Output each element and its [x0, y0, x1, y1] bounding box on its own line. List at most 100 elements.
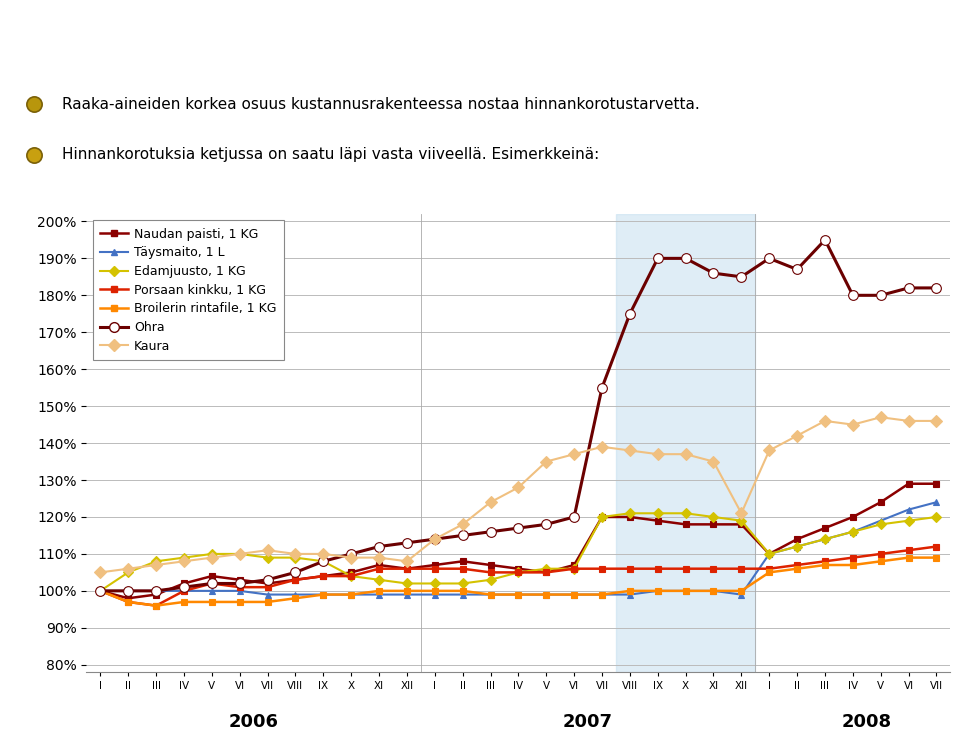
Edamjuusto, 1 KG — [457, 579, 468, 588]
Täysmaito, 1 L — [847, 527, 858, 536]
Porsaan kinkku, 1 KG — [485, 568, 496, 577]
Kaura — [290, 550, 301, 559]
Kaura — [346, 553, 357, 562]
Broilerin rintafile, 1 KG — [624, 587, 636, 596]
Text: 2008: 2008 — [842, 713, 892, 731]
Kaura — [568, 450, 580, 459]
Ohra — [290, 568, 301, 577]
Naudan paisti, 1 KG — [429, 560, 441, 569]
Edamjuusto, 1 KG — [568, 564, 580, 573]
Täysmaito, 1 L — [401, 590, 413, 599]
Text: Hinnankorotuksia ketjussa on saatu läpi vasta viiveellä. Esimerkkeinä:: Hinnankorotuksia ketjussa on saatu läpi … — [62, 147, 600, 162]
Ohra — [708, 269, 719, 278]
Ohra — [234, 579, 246, 588]
Täysmaito, 1 L — [819, 535, 830, 544]
Porsaan kinkku, 1 KG — [179, 587, 190, 596]
Text: Hintojen kehitys: Hintojen kehitys — [288, 19, 672, 60]
Edamjuusto, 1 KG — [401, 579, 413, 588]
Ohra — [262, 575, 274, 584]
Text: 2006: 2006 — [228, 713, 278, 731]
Kaura — [708, 457, 719, 466]
Line: Kaura: Kaura — [96, 413, 941, 577]
Täysmaito, 1 L — [346, 590, 357, 599]
Line: Ohra: Ohra — [95, 235, 942, 596]
Broilerin rintafile, 1 KG — [346, 590, 357, 599]
Täysmaito, 1 L — [930, 498, 942, 507]
Edamjuusto, 1 KG — [624, 508, 636, 517]
Porsaan kinkku, 1 KG — [624, 564, 636, 573]
Text: Raaka-aineiden korkea osuus kustannusrakenteessa nostaa hinnankorotustarvetta.: Raaka-aineiden korkea osuus kustannusrak… — [62, 97, 700, 112]
Line: Täysmaito, 1 L: Täysmaito, 1 L — [97, 499, 940, 598]
Täysmaito, 1 L — [206, 587, 218, 596]
Ohra — [902, 283, 914, 292]
Edamjuusto, 1 KG — [819, 535, 830, 544]
Edamjuusto, 1 KG — [652, 508, 663, 517]
Broilerin rintafile, 1 KG — [179, 598, 190, 607]
Broilerin rintafile, 1 KG — [680, 587, 691, 596]
Täysmaito, 1 L — [290, 590, 301, 599]
Täysmaito, 1 L — [902, 505, 914, 514]
Kaura — [875, 413, 886, 422]
Täysmaito, 1 L — [875, 516, 886, 525]
Naudan paisti, 1 KG — [485, 560, 496, 569]
Täysmaito, 1 L — [763, 550, 775, 559]
Naudan paisti, 1 KG — [457, 556, 468, 566]
Porsaan kinkku, 1 KG — [819, 556, 830, 566]
Line: Naudan paisti, 1 KG: Naudan paisti, 1 KG — [97, 480, 940, 602]
Text: 2007: 2007 — [564, 713, 613, 731]
Porsaan kinkku, 1 KG — [206, 579, 218, 588]
Naudan paisti, 1 KG — [290, 575, 301, 584]
Edamjuusto, 1 KG — [290, 553, 301, 562]
Kaura — [513, 483, 524, 492]
Naudan paisti, 1 KG — [735, 520, 747, 529]
Line: Broilerin rintafile, 1 KG: Broilerin rintafile, 1 KG — [97, 554, 940, 609]
Broilerin rintafile, 1 KG — [875, 556, 886, 566]
Edamjuusto, 1 KG — [902, 516, 914, 525]
Kaura — [234, 550, 246, 559]
Broilerin rintafile, 1 KG — [429, 587, 441, 596]
Naudan paisti, 1 KG — [206, 572, 218, 581]
Porsaan kinkku, 1 KG — [262, 583, 274, 592]
Broilerin rintafile, 1 KG — [568, 590, 580, 599]
Edamjuusto, 1 KG — [234, 550, 246, 559]
Täysmaito, 1 L — [373, 590, 385, 599]
Kaura — [401, 556, 413, 566]
Edamjuusto, 1 KG — [680, 508, 691, 517]
Kaura — [123, 564, 134, 573]
Naudan paisti, 1 KG — [234, 575, 246, 584]
Edamjuusto, 1 KG — [485, 575, 496, 584]
Kaura — [262, 546, 274, 555]
Naudan paisti, 1 KG — [791, 535, 803, 544]
Täysmaito, 1 L — [485, 590, 496, 599]
Täysmaito, 1 L — [262, 590, 274, 599]
Porsaan kinkku, 1 KG — [457, 564, 468, 573]
Naudan paisti, 1 KG — [847, 512, 858, 521]
Porsaan kinkku, 1 KG — [652, 564, 663, 573]
Ohra — [179, 583, 190, 592]
Broilerin rintafile, 1 KG — [540, 590, 552, 599]
Edamjuusto, 1 KG — [179, 553, 190, 562]
Text: Liha- ja meijerituotteet: Liha- ja meijerituotteet — [358, 185, 631, 205]
Ohra — [95, 587, 107, 596]
Kaura — [819, 416, 830, 425]
Line: Porsaan kinkku, 1 KG: Porsaan kinkku, 1 KG — [97, 543, 940, 609]
Ohra — [819, 235, 830, 244]
Broilerin rintafile, 1 KG — [763, 568, 775, 577]
Kaura — [652, 450, 663, 459]
Täysmaito, 1 L — [735, 590, 747, 599]
Naudan paisti, 1 KG — [875, 498, 886, 507]
Ohra — [485, 527, 496, 536]
Broilerin rintafile, 1 KG — [262, 598, 274, 607]
Naudan paisti, 1 KG — [708, 520, 719, 529]
Naudan paisti, 1 KG — [123, 594, 134, 603]
Broilerin rintafile, 1 KG — [652, 587, 663, 596]
Ohra — [624, 309, 636, 318]
Broilerin rintafile, 1 KG — [123, 598, 134, 607]
Porsaan kinkku, 1 KG — [902, 546, 914, 555]
Täysmaito, 1 L — [429, 590, 441, 599]
Porsaan kinkku, 1 KG — [513, 568, 524, 577]
Naudan paisti, 1 KG — [540, 568, 552, 577]
Porsaan kinkku, 1 KG — [596, 564, 608, 573]
Täysmaito, 1 L — [791, 542, 803, 551]
Täysmaito, 1 L — [680, 587, 691, 596]
